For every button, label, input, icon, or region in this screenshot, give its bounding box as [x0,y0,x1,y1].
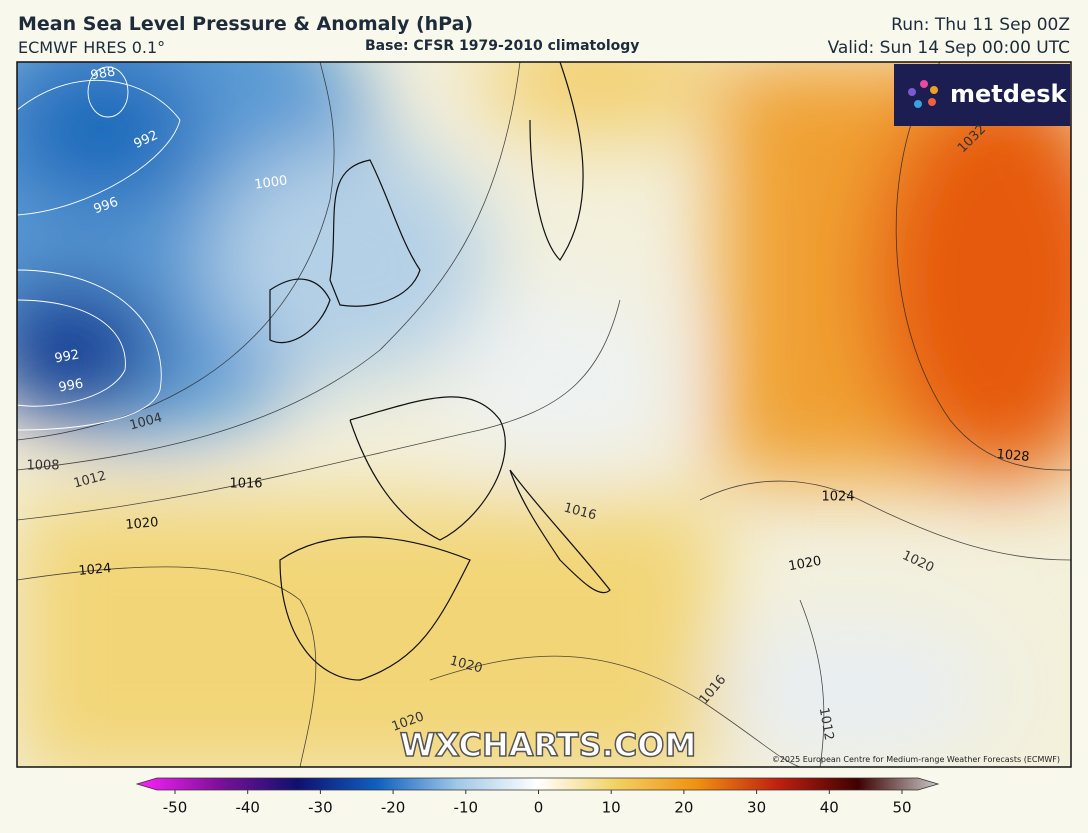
base: Base: CFSR 1979-2010 climatology [365,38,640,54]
contour-label: 1016 [229,477,262,492]
title: Mean Sea Level Pressure & Anomaly (hPa) [18,13,474,35]
colorbar-tick-label: 0 [534,799,544,817]
contour-label: 992 [53,347,80,366]
colorbar-tick-label: 10 [602,799,621,817]
colorbar-tick-label: 30 [747,799,766,817]
contour-label: 1024 [821,490,854,505]
colorbar-tick-label: -30 [308,799,333,817]
colorbar-tick-label: 50 [892,799,911,817]
contour-label: 1020 [787,554,822,575]
colorbar-tick-label: 40 [820,799,839,817]
colorbar-tick-label: 20 [674,799,693,817]
colorbar-tick-label: -40 [235,799,260,817]
colorbar-tick-label: -10 [454,799,479,817]
contour-label: 1000 [254,173,289,192]
colorbar-tick-label: -20 [381,799,406,817]
colorbar-tick-label: -50 [163,799,188,817]
valid: Valid: Sun 14 Sep 00:00 UTC [827,38,1070,58]
copyright: ©2025 European Centre for Medium-range W… [772,755,1060,764]
contour-label: 1028 [996,447,1030,465]
contour-label: 1024 [78,561,112,579]
contour-label: 996 [57,376,84,395]
run: Run: Thu 11 Sep 00Z [891,15,1070,35]
model: ECMWF HRES 0.1° [18,38,166,57]
logo: metdesk [950,80,1068,108]
contour-label: 1020 [125,515,159,533]
watermark: WXCHARTS.COM [400,726,697,764]
contour-label: 988 [89,64,116,83]
contour-label: 1008 [26,459,59,474]
contour-label: 1012 [816,706,837,741]
